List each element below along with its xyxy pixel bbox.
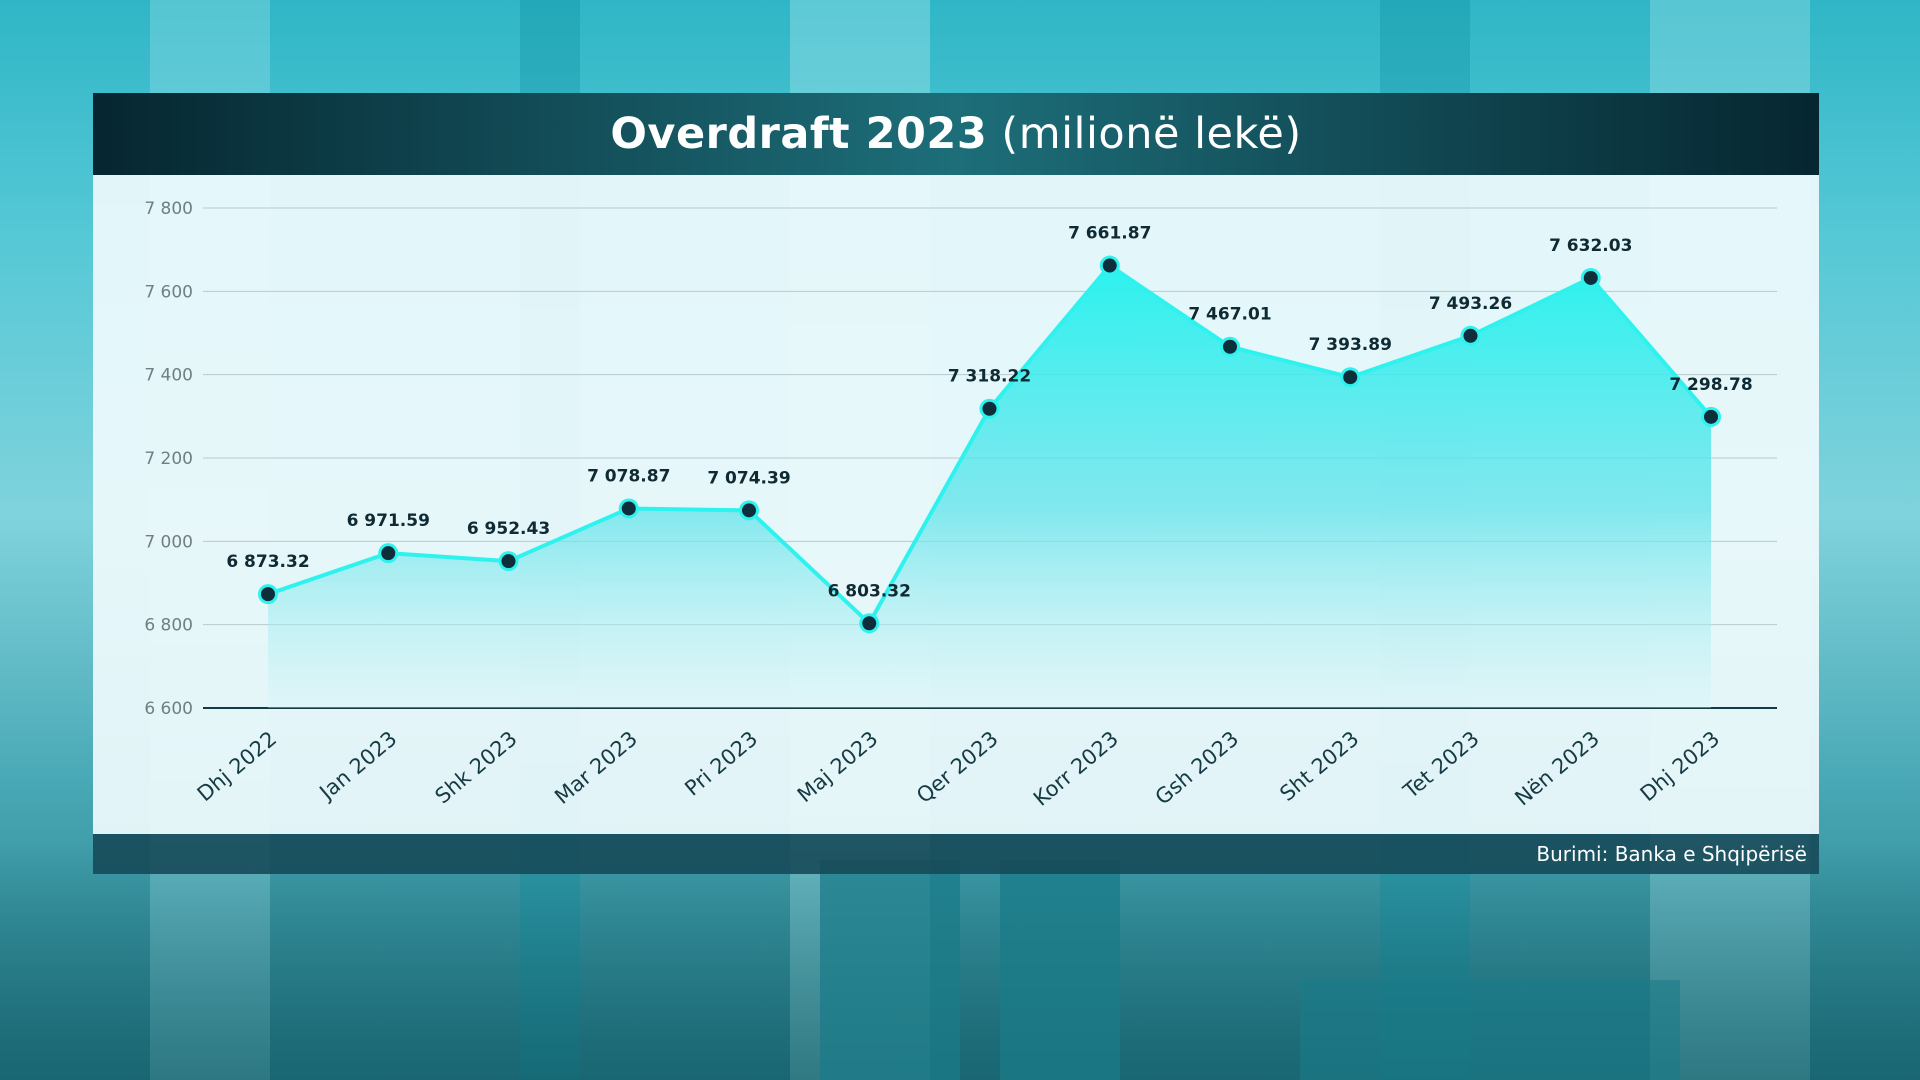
x-tick-label: Mar 2023 [550,726,642,809]
data-point [1343,370,1358,385]
chart-title: Overdraft 2023 (milionë lekë) [610,109,1301,159]
background-table [820,860,960,1080]
source-note: Burimi: Banka e Shqipërisë [1536,842,1807,866]
data-label: 6 971.59 [347,511,430,531]
data-label: 7 318.22 [948,367,1031,387]
chart-footer: Burimi: Banka e Shqipërisë [93,834,1819,874]
y-tick-label: 7 800 [144,199,193,219]
data-label: 6 873.32 [226,552,309,572]
y-tick-label: 7 000 [144,532,193,552]
y-tick-label: 7 400 [144,366,193,386]
x-tick-label: Nën 2023 [1510,726,1604,810]
overdraft-area-chart: 6 600 6 800 7 000 7 200 7 400 7 600 7 800 6 87… [144,199,1777,811]
data-point [1704,409,1718,424]
y-tick-label: 7 600 [144,282,193,302]
x-tick-label: Dhj 2022 [193,726,282,806]
x-tick-label: Korr 2023 [1029,726,1123,810]
area-fill [268,265,1711,708]
background-table [1000,860,1120,1080]
x-tick-label: Sht 2023 [1275,726,1363,805]
data-point [862,616,877,631]
data-label: 7 393.89 [1309,335,1392,355]
x-tick-label: Gsh 2023 [1151,726,1244,809]
data-label: 7 078.87 [587,466,670,486]
y-tick-label: 7 200 [144,449,193,469]
x-tick-label: Tet 2023 [1398,726,1484,803]
y-tick-label: 6 800 [144,616,193,636]
data-point [1463,328,1478,343]
data-point [742,503,756,518]
data-point [1102,258,1117,273]
data-point [261,587,275,602]
y-tick-label: 6 600 [144,699,193,719]
data-point [501,554,516,569]
chart-title-main: Overdraft 2023 [610,109,988,159]
data-point [621,501,636,516]
background-table [1300,980,1680,1080]
plot-panel: 6 600 6 800 7 000 7 200 7 400 7 600 7 800 6 87… [93,175,1819,834]
data-label: 6 803.32 [828,581,911,601]
x-tick-label: Qer 2023 [912,726,1003,808]
data-label: 7 493.26 [1429,294,1512,314]
data-label: 7 632.03 [1549,236,1632,256]
data-label: 7 074.39 [707,468,790,488]
x-tick-label: Maj 2023 [793,726,883,807]
data-label: 7 298.78 [1669,375,1752,395]
data-label: 7 467.01 [1188,305,1271,325]
x-tick-label: Shk 2023 [431,726,522,808]
chart-header: Overdraft 2023 (milionë lekë) [93,93,1819,175]
data-point [1223,339,1237,354]
data-point [1583,270,1598,285]
chart-title-unit: (milionë lekë) [1001,109,1302,159]
x-tick-label: Pri 2023 [680,726,762,800]
data-label: 7 661.87 [1068,224,1151,244]
data-label: 6 952.43 [467,519,550,539]
background-floor [0,840,1920,1080]
chart-card: Overdraft 2023 (milionë lekë) 6 600 6 800… [93,93,1819,874]
data-point [381,546,396,561]
data-point [982,401,997,416]
x-tick-label: Dhj 2023 [1636,726,1725,806]
x-tick-label: Jan 2023 [314,726,402,805]
